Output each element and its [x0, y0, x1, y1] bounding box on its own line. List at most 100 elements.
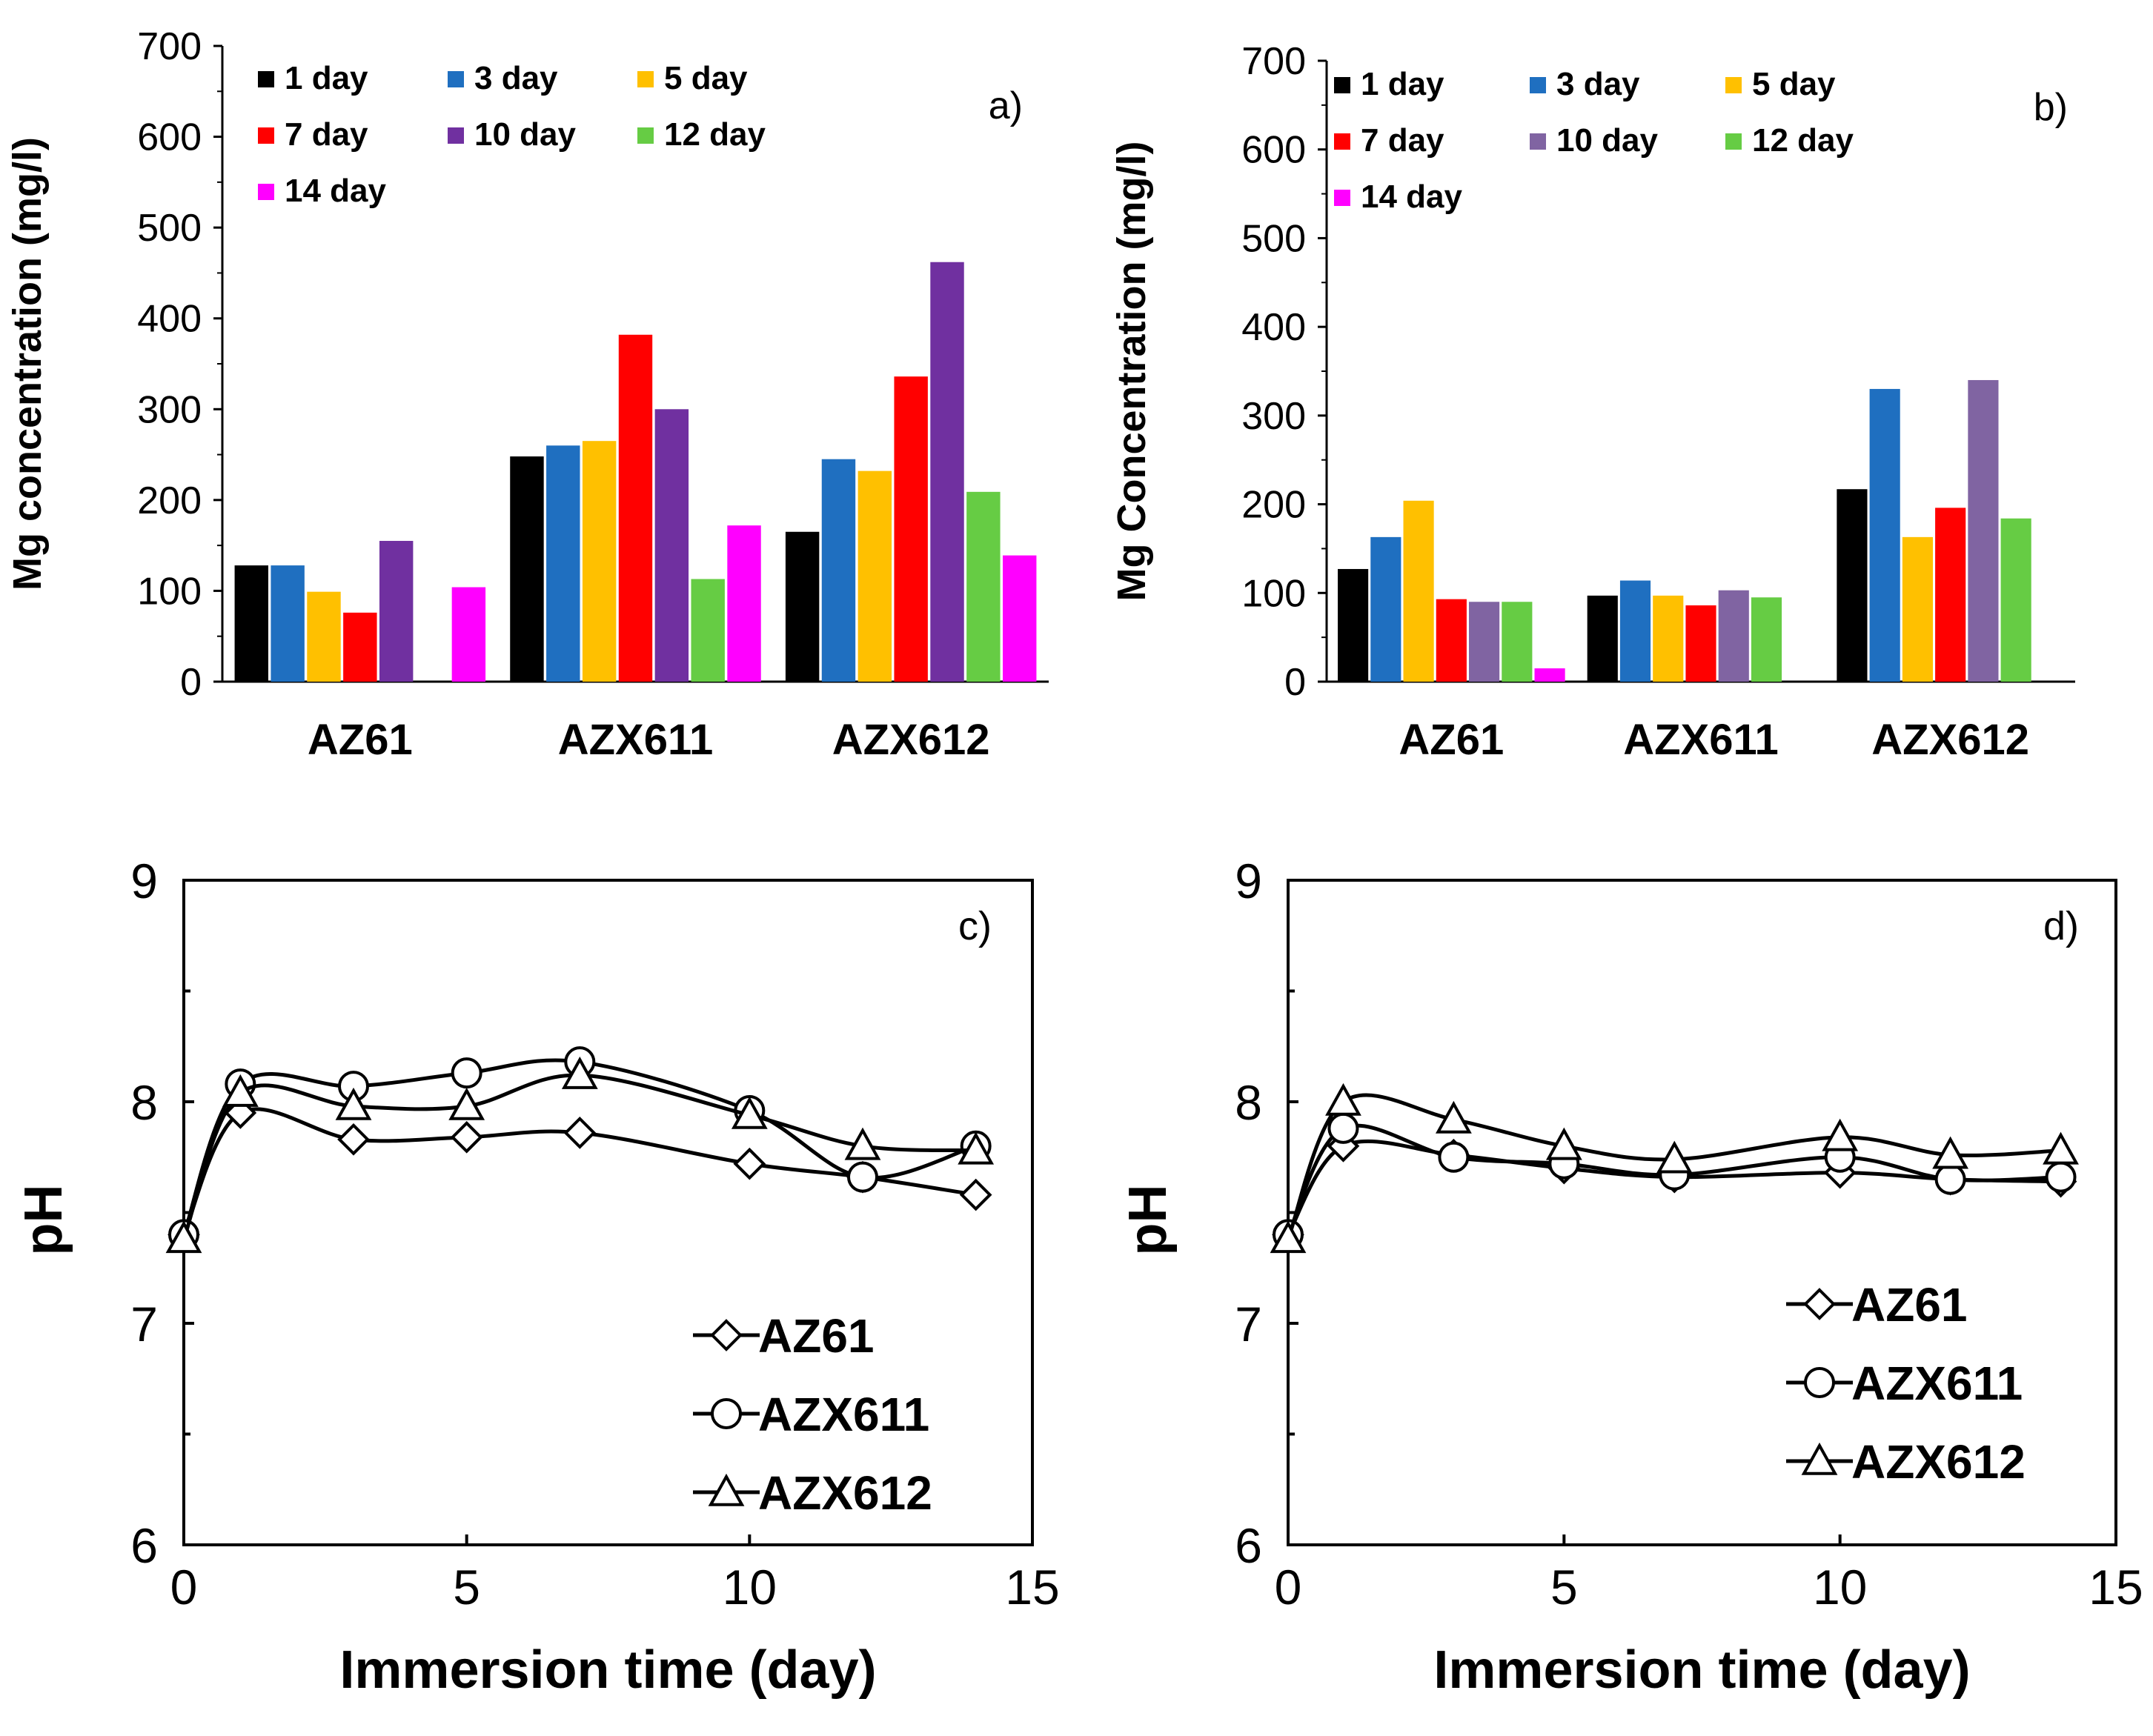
legend-swatch	[1725, 133, 1742, 150]
data-point-AZX611	[2045, 1161, 2077, 1193]
legend-swatch	[258, 127, 274, 144]
legend-swatch	[1334, 190, 1350, 206]
x-tick-label: 0	[170, 1560, 198, 1614]
y-axis-title: pH	[1118, 1185, 1178, 1256]
y-axis-title: Mg concentration (mg/l)	[5, 137, 50, 591]
data-point-AZX612	[1656, 1140, 1693, 1174]
y-tick-label: 400	[137, 298, 202, 341]
bar-3-day-AZX611	[546, 445, 580, 682]
series-AZX612	[1270, 1082, 2079, 1254]
bar-5-day-AZ61	[1403, 500, 1434, 682]
legend-swatch	[448, 71, 464, 87]
y-tick-label: 9	[130, 854, 158, 908]
plot-frame	[182, 879, 1034, 1546]
legend-swatch	[448, 127, 464, 144]
data-point-AZ61	[337, 1123, 370, 1156]
legend-swatch	[1334, 77, 1350, 93]
legend-label: 3 day	[474, 60, 558, 96]
bar-7-day-AZX612	[1935, 508, 1966, 682]
y-tick-label: 6	[1235, 1518, 1262, 1573]
legend: 1 day 3 day 5 day 7 day 10 day 12 day 14 day	[1334, 66, 1854, 215]
legend-label: AZ61	[758, 1309, 875, 1363]
y-tick-label: 6	[130, 1518, 158, 1573]
y-tick-label: 0	[180, 661, 202, 704]
data-point-AZ61	[733, 1147, 766, 1180]
bar-7-day-AZX611	[618, 334, 653, 682]
y-axis-title: pH	[14, 1185, 73, 1256]
y-tick-label: 7	[1235, 1297, 1262, 1351]
panel-tag: b)	[2034, 86, 2068, 129]
legend-swatch	[637, 127, 654, 144]
legend-label: 12 day	[1752, 122, 1854, 159]
category-label: AZ61	[1399, 716, 1504, 764]
bar-1-day-AZX611	[510, 456, 544, 682]
legend-label: AZ61	[1851, 1278, 1968, 1331]
legend-label: 7 day	[1361, 122, 1444, 159]
panel-tag: d)	[2043, 904, 2079, 948]
legend-marker	[1804, 1367, 1835, 1398]
bar-3-day-AZ61	[271, 565, 305, 682]
series-AZX612	[165, 1057, 995, 1254]
legend-label: 1 day	[285, 60, 368, 96]
legend-label: AZX611	[758, 1388, 929, 1441]
bar-10-day-AZX611	[654, 409, 689, 682]
legend-label: 7 day	[285, 116, 368, 153]
y-tick-label: 500	[1241, 217, 1306, 260]
bar-10-day-AZ61	[1469, 602, 1500, 682]
bar-12-day-AZX611	[691, 579, 725, 682]
y-tick-label: 100	[1241, 572, 1306, 615]
y-tick-label: 600	[137, 116, 202, 159]
bar-1-day-AZX612	[785, 531, 820, 682]
y-tick-label: 7	[130, 1297, 158, 1351]
legend: AZ61 AZX611 AZX612	[693, 1309, 932, 1520]
category-label: AZX612	[1871, 716, 2029, 764]
bar-1-day-AZ61	[234, 565, 269, 682]
data-point-AZX612	[844, 1127, 881, 1160]
legend-marker	[710, 1319, 743, 1351]
data-point-AZX611	[1438, 1141, 1470, 1173]
bar-12-day-AZX611	[1751, 597, 1782, 682]
legend-label: AZX612	[758, 1466, 932, 1520]
data-point-AZX612	[335, 1087, 372, 1120]
bar-5-day-AZX612	[1902, 536, 1933, 682]
x-tick-label: 5	[453, 1560, 480, 1614]
series-AZX611	[1273, 1112, 2077, 1251]
legend-marker	[711, 1398, 742, 1429]
y-tick-label: 700	[1241, 40, 1306, 83]
bar-1-day-AZX612	[1837, 489, 1868, 682]
category-label: AZX611	[558, 716, 714, 764]
y-axis-title: Mg Concentration (mg/l)	[1109, 142, 1154, 602]
legend-swatch	[1334, 133, 1350, 150]
y-tick-label: 200	[137, 479, 202, 522]
bar-5-day-AZX611	[1653, 595, 1684, 682]
y-tick-label: 9	[1235, 854, 1262, 908]
bar-14-day-AZX611	[727, 525, 761, 682]
bar-1-day-AZX611	[1587, 595, 1618, 682]
line-chart-3: 6 7 8 9 0 5 10 15 Immersion time (day) pH AZ61 AZX6…	[1118, 854, 2143, 1700]
bar-5-day-AZX612	[857, 470, 892, 682]
bar-7-day-AZ61	[343, 612, 377, 682]
bar-14-day-AZX612	[1002, 555, 1037, 682]
y-tick-label: 8	[130, 1075, 158, 1130]
bar-3-day-AZX611	[1619, 580, 1651, 682]
data-point-AZX612	[165, 1220, 202, 1254]
data-point-AZ61	[563, 1117, 597, 1149]
bar-7-day-AZX612	[894, 376, 928, 682]
y-tick-label: 0	[1284, 661, 1306, 704]
data-point-AZX612	[731, 1096, 768, 1129]
category-label: AZX612	[832, 716, 990, 764]
legend: 1 day 3 day 5 day 7 day 10 day 12 day 14 day	[258, 60, 766, 209]
bar-14-day-AZ61	[1534, 668, 1565, 682]
x-tick-label: 10	[723, 1560, 777, 1614]
data-point-AZX611	[451, 1057, 482, 1089]
bar-3-day-AZ61	[1370, 536, 1401, 682]
bar-chart-0: 0 100 200 300 400 500 600 700 Mg concentration (…	[5, 25, 1049, 764]
bar-3-day-AZX612	[821, 459, 856, 682]
x-tick-label: 5	[1550, 1560, 1578, 1614]
y-tick-label: 200	[1241, 484, 1306, 527]
bar-5-day-AZX611	[582, 441, 617, 682]
panel-tag: c)	[958, 904, 992, 948]
category-label: AZ61	[308, 716, 413, 764]
data-point-AZX612	[561, 1057, 598, 1089]
category-label: AZX611	[1623, 716, 1779, 764]
